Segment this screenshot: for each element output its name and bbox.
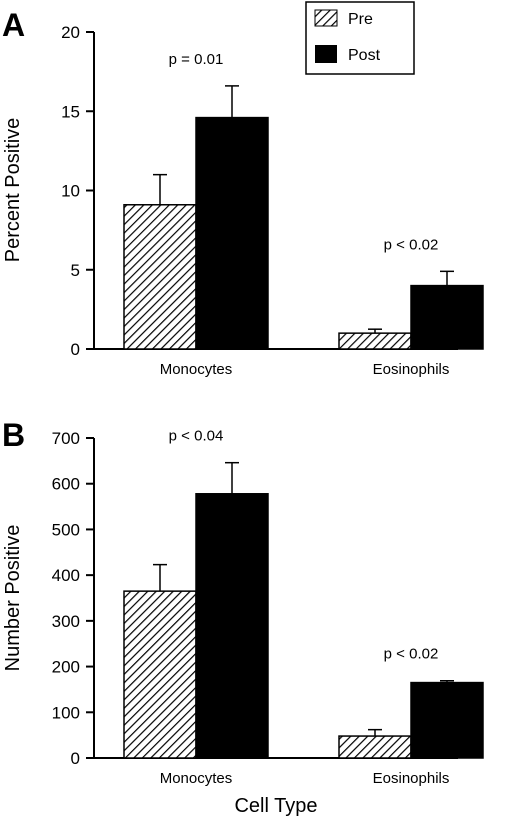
panel-a: A 0 5 10 15 20 Monocytes Eosinophils p = 0.01… (2, 1, 484, 378)
panel-a-bar-post-eosinophils (410, 284, 484, 350)
panel-a-category-label: Eosinophils (373, 361, 450, 378)
panel-b-ytick-label: 600 (52, 475, 80, 494)
panel-a-ytick-label: 10 (61, 182, 80, 201)
panel-b-ytick-label: 200 (52, 658, 80, 677)
panel-b-bar-pre-monocytes (123, 590, 197, 759)
panel-b-bar-post-monocytes (195, 493, 269, 759)
panel-a-bar-pre-eosinophils (338, 332, 412, 350)
panel-a-ytick-label: 20 (61, 23, 80, 42)
panel-b-category-label: Eosinophils (373, 770, 450, 787)
panel-b-bar-post-eosinophils (410, 681, 484, 759)
panel-a-bar-pre-monocytes (123, 204, 197, 350)
panel-a-ytick-label: 15 (61, 102, 80, 121)
panel-a-p-value: p < 0.02 (384, 236, 439, 253)
panel-b-bar-pre-eosinophils (338, 735, 412, 759)
legend-swatch-post (315, 45, 337, 63)
panel-b-ytick-label: 300 (52, 612, 80, 631)
legend-swatch-pre (314, 9, 338, 27)
legend: Pre Post (305, 1, 415, 75)
panel-b-y-axis-label: Number Positive (2, 525, 24, 672)
panel-a-letter: A (2, 7, 25, 43)
panel-b-ytick-label: 100 (52, 703, 80, 722)
panel-b-ytick-label: 0 (71, 749, 80, 768)
panel-a-ytick-label: 0 (71, 340, 80, 359)
panel-b-category-label: Monocytes (160, 770, 233, 787)
panel-a-bar-post-monocytes (195, 116, 269, 350)
panel-b: B 0 100 200 300 400 500 600 700 Monocytes Eosino… (2, 417, 484, 817)
panel-a-p-value: p = 0.01 (169, 51, 224, 68)
panel-b-p-value: p < 0.04 (169, 428, 224, 445)
legend-label-pre: Pre (348, 11, 373, 28)
panel-b-ytick-label: 700 (52, 429, 80, 448)
panel-a-ytick-label: 5 (71, 261, 80, 280)
panel-b-x-axis-label: Cell Type (234, 795, 317, 817)
panel-b-p-value: p < 0.02 (384, 646, 439, 663)
legend-label-post: Post (348, 47, 381, 64)
panel-a-category-label: Monocytes (160, 361, 233, 378)
panel-b-ytick-label: 500 (52, 520, 80, 539)
panel-a-y-axis-label: Percent Positive (2, 118, 24, 263)
panel-b-ytick-label: 400 (52, 566, 80, 585)
panel-b-letter: B (2, 417, 25, 453)
